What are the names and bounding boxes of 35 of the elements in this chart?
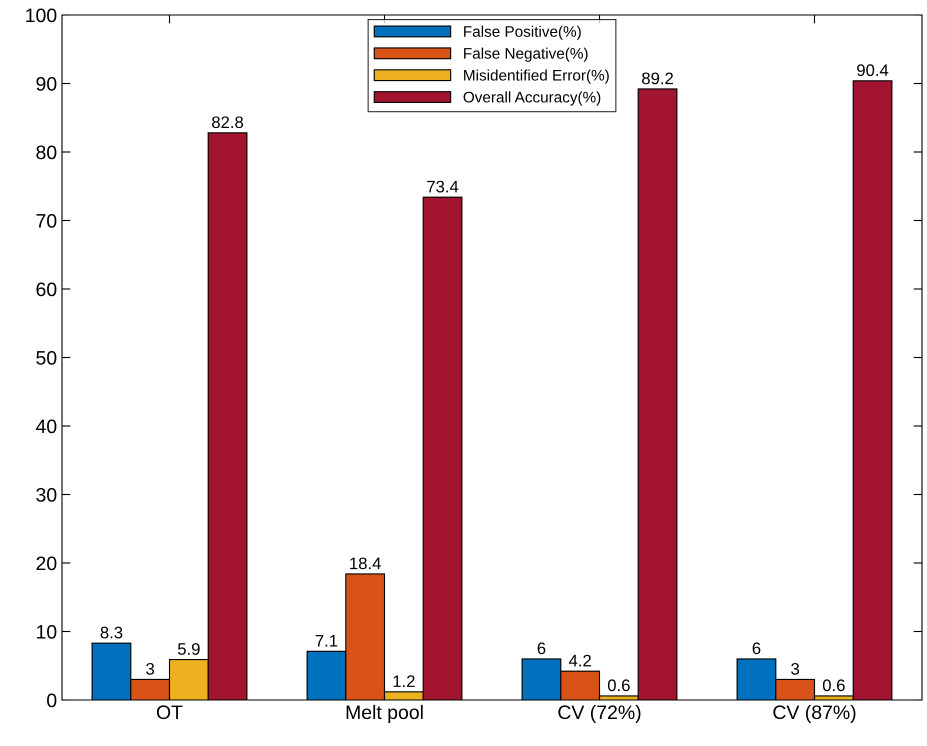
- data-label: 8.3: [100, 626, 122, 638]
- data-label: 1.2: [394, 675, 415, 687]
- y-tick-label: 20: [36, 556, 56, 570]
- y-tick-label: 90: [36, 76, 56, 91]
- data-label: 89.2: [642, 72, 673, 84]
- y-tick-label: 60: [36, 282, 56, 296]
- y-tick-label: 30: [36, 488, 56, 502]
- x-tick-label: CV (72%): [558, 704, 640, 723]
- x-tick-label: CV (87%): [773, 704, 856, 723]
- data-label: 0.6: [822, 679, 845, 692]
- data-label: 6: [538, 642, 546, 654]
- data-label: 7.1: [316, 635, 338, 647]
- y-tick-label: 100: [26, 8, 56, 22]
- data-label: 90.4: [857, 64, 888, 76]
- legend-label: Misidentified Error(%): [464, 69, 609, 84]
- legend-label: Overall Accuracy(%): [464, 91, 600, 106]
- y-tick-label: 70: [36, 214, 56, 228]
- legend-label: False Positive(%): [464, 26, 581, 40]
- x-tick-label: OT: [156, 705, 183, 720]
- data-label: 0.6: [608, 679, 630, 692]
- data-label: 6: [752, 642, 760, 654]
- y-tick-label: 50: [36, 350, 56, 365]
- data-label: 3: [146, 662, 154, 675]
- data-label: 3: [791, 662, 800, 675]
- legend-label: False Negative(%): [464, 48, 588, 62]
- data-label: 18.4: [350, 557, 381, 570]
- data-label: 4.2: [568, 654, 591, 666]
- y-tick-label: 40: [36, 419, 56, 434]
- data-label: 5.9: [178, 643, 200, 655]
- x-tick-label: Melt pool: [346, 704, 423, 723]
- y-tick-label: 0: [47, 693, 56, 708]
- data-label: 73.4: [427, 180, 458, 193]
- y-tick-label: 10: [36, 624, 56, 639]
- data-label: 82.8: [212, 116, 244, 128]
- y-tick-label: 80: [36, 145, 56, 160]
